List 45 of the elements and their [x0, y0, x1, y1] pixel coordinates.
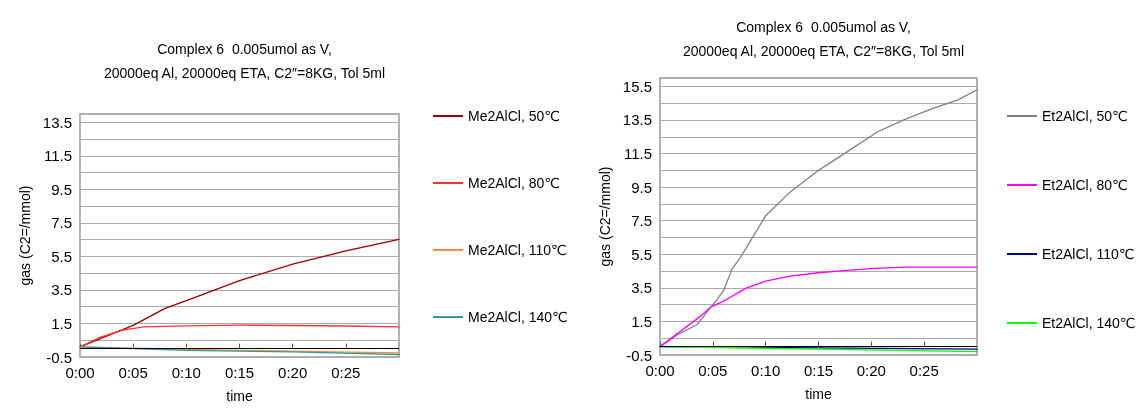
- legend-label: Et2AlCl, 140℃: [1042, 315, 1136, 331]
- x-tick-label: 0:00: [65, 364, 95, 381]
- x-tick-label: 0:20: [856, 362, 886, 379]
- x-axis-title: time: [805, 386, 832, 402]
- legend-label: Me2AlCl, 80℃: [468, 175, 560, 191]
- y-axis-title: gas (C2=/mmol): [16, 185, 33, 286]
- chart-title: Complex 6 0.005umol as V, 20000eq Al, 20000eq ETA, C2″=8KG, Tol 5ml: [682, 19, 965, 59]
- x-tick-label: 0:00: [645, 362, 675, 379]
- legend-label: Me2AlCl, 110℃: [468, 242, 567, 258]
- y-tick-label: 11.5: [623, 145, 652, 163]
- legend-label: Et2AlCl, 50℃: [1042, 108, 1128, 124]
- y-tick-label: 5.5: [631, 245, 652, 263]
- legend-label: Me2AlCl, 140℃: [468, 309, 568, 325]
- x-tick-label: 0:15: [224, 364, 255, 381]
- x-axis-title: time: [226, 388, 253, 404]
- y-tick-label: 7.5: [631, 212, 652, 230]
- chart-title: Complex 6 0.005umol as V, 20000eq Al, 20000eq ETA, C2″=8KG, Tol 5ml: [103, 41, 386, 81]
- x-tick-label: 0:05: [698, 362, 728, 379]
- y-tick-label: 9.5: [51, 180, 72, 198]
- legend-label: Et2AlCl, 110℃: [1042, 246, 1135, 262]
- y-tick-label: 3.5: [51, 281, 72, 299]
- x-tick-label: 0:10: [171, 364, 201, 381]
- y-tick-label: 15.5: [622, 77, 652, 95]
- y-tick-label: 13.5: [622, 111, 652, 129]
- y-axis-title: gas (C2=/mmol): [596, 166, 613, 267]
- x-tick-label: 0:25: [331, 364, 361, 381]
- x-tick-label: 0:05: [118, 364, 148, 381]
- y-tick-label: 5.5: [51, 247, 72, 265]
- legend-label: Et2AlCl, 80℃: [1042, 177, 1128, 193]
- y-tick-label: 3.5: [631, 279, 652, 297]
- y-tick-label: 1.5: [631, 312, 652, 330]
- line-series: [659, 266, 978, 348]
- y-tick-label: -0.5: [46, 348, 72, 366]
- x-tick-label: 0:25: [909, 362, 939, 379]
- legend-label: Me2AlCl, 50℃: [468, 108, 560, 124]
- y-tick-label: 7.5: [51, 214, 72, 232]
- x-tick-label: 0:15: [803, 362, 834, 379]
- y-tick-label: 11.5: [43, 147, 72, 165]
- line-series: [79, 324, 400, 348]
- x-tick-label: 0:10: [751, 362, 781, 379]
- y-tick-label: 13.5: [42, 113, 72, 131]
- y-tick-label: 1.5: [51, 314, 72, 332]
- y-tick-label: -0.5: [626, 346, 652, 364]
- y-tick-label: 9.5: [631, 178, 652, 196]
- x-tick-label: 0:20: [278, 364, 308, 381]
